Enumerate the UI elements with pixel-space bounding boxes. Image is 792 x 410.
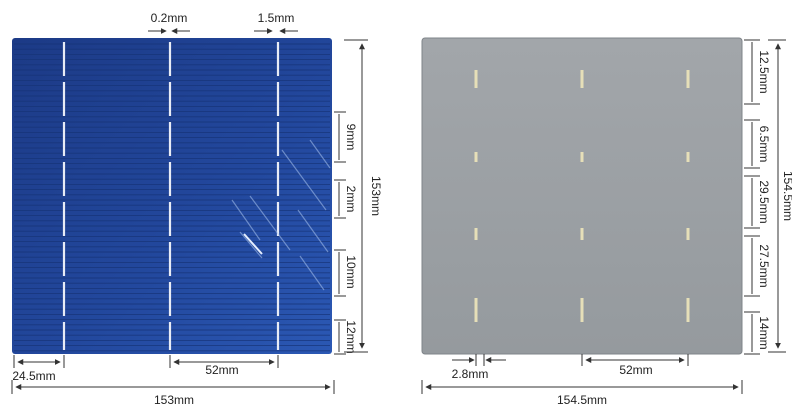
- dim-gap-9: 9mm: [344, 124, 358, 151]
- front-busbars: [62, 42, 280, 350]
- solder-pad: [580, 228, 584, 240]
- dim-back-width: 154.5mm: [557, 393, 607, 407]
- front-gap-dimensions: 9mm 2mm 10mm 12mm: [334, 111, 358, 355]
- dim-front-edge-offset: 24.5mm: [12, 369, 55, 383]
- dim-gap-12: 12mm: [344, 320, 358, 353]
- back-solder-pads: [474, 70, 690, 322]
- dim-front-width: 153mm: [154, 393, 194, 407]
- dim-finger-width: 0.2mm: [151, 11, 188, 25]
- solder-pad: [580, 152, 584, 162]
- solder-pad: [474, 228, 478, 240]
- dim-back-pad-6-5: 6.5mm: [757, 126, 771, 163]
- front-bottom-dimensions: 24.5mm 52mm 153mm: [11, 355, 335, 407]
- solder-pad: [474, 298, 478, 322]
- dim-back-pad-spacing: 52mm: [619, 363, 652, 377]
- dim-gap-10: 10mm: [344, 255, 358, 288]
- dim-front-busbar-spacing: 52mm: [205, 363, 238, 377]
- dim-back-gap-27-5: 27.5mm: [757, 244, 771, 287]
- solder-pad: [686, 70, 690, 88]
- front-height-dimension: 153mm: [344, 39, 383, 353]
- solder-pad: [580, 298, 584, 322]
- back-bottom-dimensions: 2.8mm 52mm 154.5mm: [421, 354, 743, 407]
- dim-back-height: 154.5mm: [781, 171, 792, 221]
- front-cell: [12, 38, 332, 354]
- dim-back-edge-offset: 2.8mm: [452, 367, 489, 381]
- front-scratches: [231, 139, 331, 291]
- dim-front-height: 153mm: [369, 176, 383, 216]
- back-cell: [421, 37, 743, 355]
- front-top-dimensions: 0.2mm 1.5mm: [148, 11, 298, 34]
- solder-pad: [474, 70, 478, 88]
- solder-pad: [686, 228, 690, 240]
- solder-pad: [686, 298, 690, 322]
- dim-gap-2: 2mm: [344, 186, 358, 213]
- front-scratch-bright: [243, 233, 263, 255]
- dim-back-pad-12-5: 12.5mm: [757, 50, 771, 93]
- dim-back-gap-29-5: 29.5mm: [757, 180, 771, 223]
- solder-pad: [686, 152, 690, 162]
- dim-busbar-width: 1.5mm: [258, 11, 295, 25]
- solder-pad: [474, 152, 478, 162]
- dim-back-pad-14: 14mm: [757, 316, 771, 349]
- solder-pad: [580, 70, 584, 88]
- back-pad-dimensions: 12.5mm 6.5mm 29.5mm 27.5mm 14mm 154.5mm: [744, 39, 792, 355]
